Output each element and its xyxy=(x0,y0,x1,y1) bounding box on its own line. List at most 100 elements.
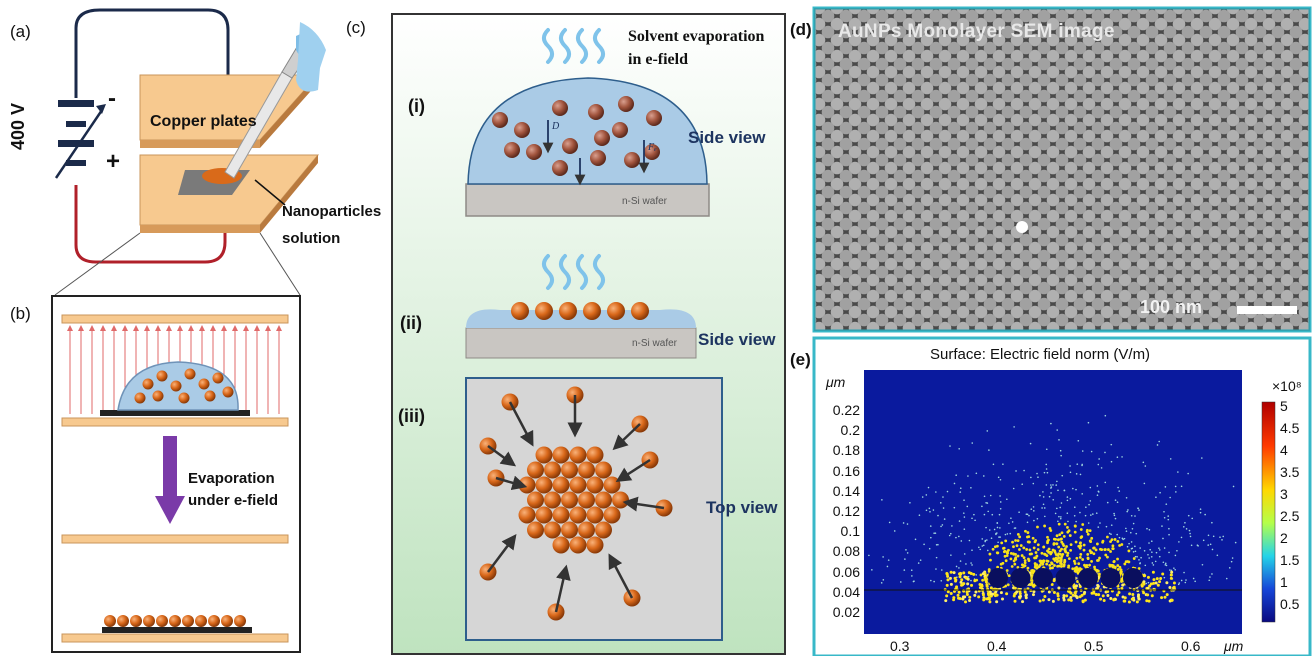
field-point xyxy=(968,595,972,599)
field-point xyxy=(988,552,992,556)
evaporation-label-1: Evaporation xyxy=(188,470,275,487)
field-point xyxy=(1104,481,1107,484)
field-point xyxy=(1081,558,1085,561)
field-point xyxy=(937,514,939,517)
field-point xyxy=(1146,593,1150,597)
field-point xyxy=(981,572,985,576)
field-point xyxy=(1047,547,1051,551)
migration-arrow xyxy=(554,564,571,613)
field-point xyxy=(1135,532,1138,535)
field-point xyxy=(1171,586,1175,590)
field-plot-area xyxy=(864,370,1242,634)
field-point xyxy=(958,575,962,579)
field-point xyxy=(1109,596,1113,600)
field-point xyxy=(1087,522,1090,524)
field-point xyxy=(952,596,956,600)
colorbar-tick-label: 2 xyxy=(1280,530,1288,546)
field-point xyxy=(1211,548,1214,551)
field-point xyxy=(1042,559,1046,563)
stage-ii-nanoparticles xyxy=(511,302,649,320)
nanoparticle xyxy=(156,615,168,627)
field-point xyxy=(871,569,873,571)
nanoparticle xyxy=(612,491,629,509)
stage-i-nanoparticles xyxy=(492,96,662,176)
field-point xyxy=(1089,500,1092,502)
field-point xyxy=(988,449,990,451)
field-point xyxy=(1016,532,1020,536)
field-point xyxy=(1011,540,1014,544)
field-point xyxy=(1156,444,1159,446)
stage-iii-label: (iii) xyxy=(398,406,425,426)
field-point xyxy=(1010,565,1014,568)
nanoparticle xyxy=(612,122,628,138)
field-point xyxy=(1168,533,1170,536)
field-point xyxy=(1111,544,1115,548)
field-point xyxy=(1057,520,1059,523)
field-point xyxy=(1099,597,1103,601)
field-point xyxy=(955,536,957,539)
field-point xyxy=(1055,542,1059,546)
field-point xyxy=(1110,443,1113,446)
field-point xyxy=(1051,599,1055,603)
panel-e-label: (e) xyxy=(790,350,811,369)
field-point xyxy=(1033,510,1035,512)
field-point xyxy=(1119,568,1123,572)
field-point xyxy=(1073,562,1077,565)
field-point xyxy=(1159,491,1161,494)
field-point xyxy=(1018,511,1020,513)
field-point xyxy=(1090,514,1092,516)
nanoparticle xyxy=(208,615,220,627)
field-point xyxy=(1086,553,1090,556)
field-point xyxy=(1113,512,1115,515)
field-point xyxy=(906,523,909,525)
field-point xyxy=(1097,526,1100,528)
field-point xyxy=(1061,474,1064,477)
field-point xyxy=(893,530,896,532)
field-point xyxy=(1170,570,1174,574)
field-point xyxy=(1075,556,1079,560)
field-point xyxy=(1079,511,1081,514)
field-point xyxy=(1036,543,1040,547)
field-point xyxy=(943,518,946,520)
field-point xyxy=(1071,567,1075,571)
field-point xyxy=(985,584,989,588)
field-point xyxy=(1132,522,1135,525)
field-point xyxy=(1154,581,1158,585)
field-point xyxy=(1103,548,1107,552)
field-point xyxy=(934,532,937,534)
field-point xyxy=(1085,528,1089,532)
nanoparticle xyxy=(198,378,210,390)
field-point xyxy=(1151,570,1155,574)
field-point xyxy=(1088,563,1091,567)
field-point xyxy=(1163,510,1165,513)
field-point xyxy=(1101,594,1105,598)
field-point xyxy=(1056,538,1060,542)
field-point xyxy=(1168,585,1172,589)
field-point xyxy=(1156,583,1160,587)
field-point xyxy=(1037,476,1039,479)
field-point xyxy=(1012,545,1015,549)
colorbar-tick-label: 4.5 xyxy=(1280,420,1300,436)
field-point xyxy=(949,570,953,574)
nanoparticle xyxy=(182,615,194,627)
field-point xyxy=(1116,501,1119,504)
field-point xyxy=(999,478,1002,481)
field-point xyxy=(1079,544,1083,548)
field-point xyxy=(1053,550,1057,554)
field-point xyxy=(959,560,962,562)
nanoparticle xyxy=(511,302,529,320)
field-point xyxy=(1028,552,1032,556)
field-point xyxy=(1030,476,1032,479)
field-point xyxy=(1189,532,1191,535)
field-point xyxy=(1116,456,1119,459)
panel-a xyxy=(54,8,326,296)
field-point xyxy=(1069,497,1072,500)
field-point xyxy=(1093,565,1096,569)
field-point xyxy=(1092,552,1096,556)
field-point xyxy=(1174,568,1176,571)
field-point xyxy=(1011,521,1014,523)
field-point xyxy=(1053,564,1056,567)
field-point xyxy=(1110,538,1114,542)
field-point xyxy=(1099,522,1101,524)
field-point xyxy=(1006,498,1008,501)
